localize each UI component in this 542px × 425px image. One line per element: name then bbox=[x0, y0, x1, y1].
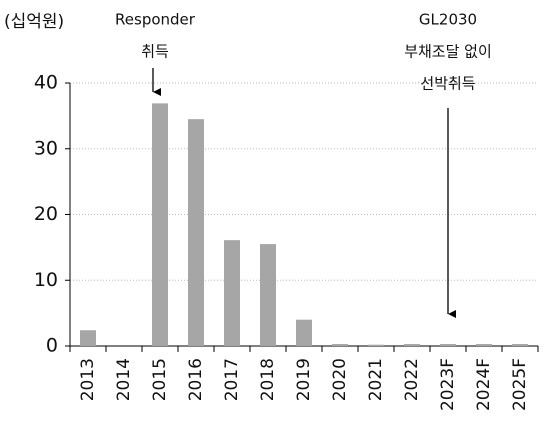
y-tick-label: 30 bbox=[34, 137, 58, 159]
bar bbox=[404, 344, 420, 346]
annotation-text: 선박취득 bbox=[420, 75, 475, 93]
bar bbox=[260, 244, 276, 346]
y-tick-label: 20 bbox=[34, 203, 58, 225]
bar bbox=[476, 344, 492, 346]
bar bbox=[224, 240, 240, 346]
x-tick-label: 2016 bbox=[186, 358, 206, 401]
x-tick-label: 2022 bbox=[402, 358, 422, 401]
annotation-text: 취득 bbox=[141, 43, 169, 61]
x-tick-label: 2020 bbox=[330, 358, 350, 401]
annotation-text: GL2030 bbox=[419, 11, 477, 29]
x-tick-label: 2015 bbox=[150, 358, 170, 401]
y-tick-label: 10 bbox=[34, 269, 58, 291]
bar bbox=[512, 344, 528, 346]
bar bbox=[152, 103, 168, 346]
x-tick-label: 2017 bbox=[222, 358, 242, 401]
x-tick-label: 2013 bbox=[78, 358, 98, 401]
bar bbox=[440, 344, 456, 346]
y-tick-label: 40 bbox=[34, 72, 58, 94]
x-tick-label: 2023F bbox=[438, 358, 458, 411]
unit-label: (십억원) bbox=[4, 12, 64, 32]
x-tick-label: 2019 bbox=[294, 358, 314, 401]
x-tick-label: 2024F bbox=[474, 358, 494, 411]
x-tick-label: 2021 bbox=[366, 358, 386, 401]
y-tick-label: 0 bbox=[46, 335, 58, 357]
x-tick-label: 2014 bbox=[114, 358, 134, 401]
annotation-text: 부채조달 없이 bbox=[404, 43, 492, 61]
bar bbox=[296, 319, 312, 346]
bar bbox=[188, 119, 204, 346]
annotation-text: Responder bbox=[115, 11, 196, 29]
x-tick-label: 2025F bbox=[510, 358, 530, 411]
bar bbox=[368, 344, 384, 346]
bar bbox=[80, 330, 96, 346]
bar bbox=[332, 344, 348, 346]
x-tick-label: 2018 bbox=[258, 358, 278, 401]
